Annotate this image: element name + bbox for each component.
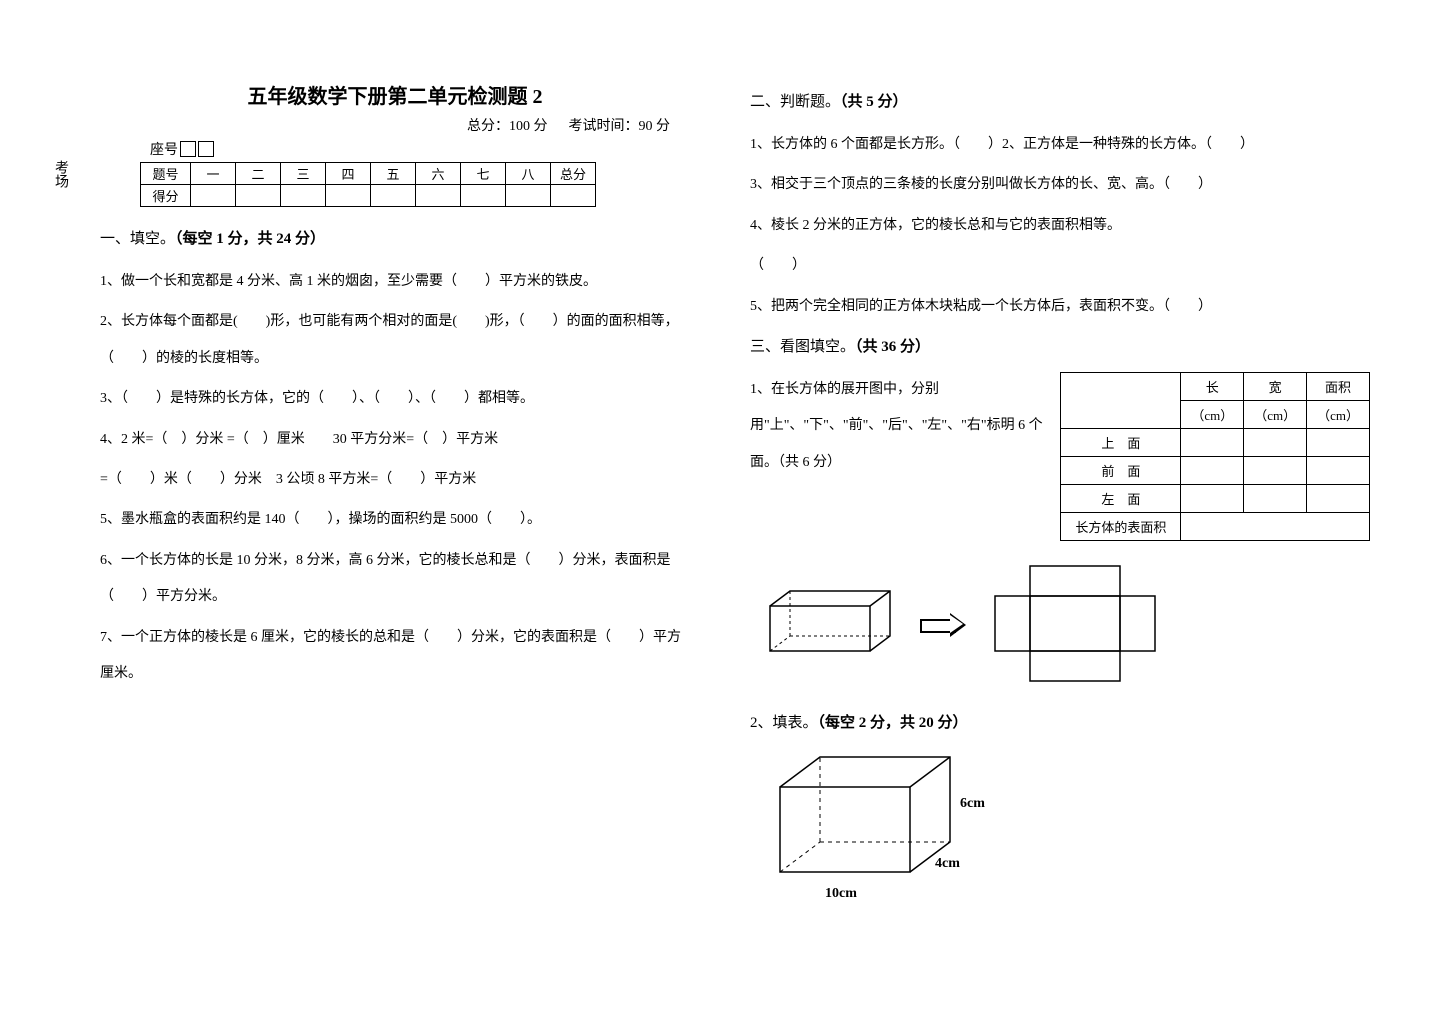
score-col-5: 五 [371, 163, 416, 185]
cuboid-length-label: 10cm [825, 886, 857, 901]
score-cell [236, 185, 281, 207]
right-column: 二、判断题。（共 5 分） 1、长方体的 6 个面都是长方形。（ ）2、正方体是… [720, 80, 1370, 971]
score-cell [461, 185, 506, 207]
section1-q6: 6、一个长方体的长是 10 分米，8 分米，高 6 分米，它的棱长总和是（ ）分… [100, 543, 690, 616]
section1-q4: 4、2 米=（ ）分米 =（ ）厘米 30 平方分米=（ ）平方米 [100, 422, 690, 458]
surface-cell [1244, 484, 1307, 512]
surface-cell [1181, 484, 1244, 512]
cuboid-diagram [760, 586, 900, 666]
net-diagram [990, 561, 1170, 691]
surface-row-front: 前 面 [1061, 456, 1370, 484]
section2-q4-paren: （ ） [750, 248, 1370, 284]
section3-q2-prefix: 2、填表。 [750, 715, 818, 731]
score-col-8: 八 [506, 163, 551, 185]
surface-cell [1307, 456, 1370, 484]
section2-q5: 5、把两个完全相同的正方体木块粘成一个长方体后，表面积不变。（ ） [750, 289, 1370, 325]
surface-header-row: 长 宽 面积 [1061, 372, 1370, 400]
score-col-2: 二 [236, 163, 281, 185]
section1-q1: 1、做一个长和宽都是 4 分米、高 1 米的烟囱，至少需要（ ）平方米的铁皮。 [100, 264, 690, 300]
surface-cell [1181, 456, 1244, 484]
diagram-row [760, 561, 1370, 691]
surface-section: 长 宽 面积 （cm） （cm） （cm） 上 面 前 面 [750, 372, 1370, 541]
score-header-row: 题号 一 二 三 四 五 六 七 八 总分 [141, 163, 596, 185]
score-col-9: 总分 [551, 163, 596, 185]
surface-blank-header [1061, 372, 1181, 428]
left-column: 五年级数学下册第二单元检测题 2 总分：100 分 考试时间：90 分 座号 题… [100, 80, 720, 971]
score-cell [506, 185, 551, 207]
surface-col-length: 长 [1181, 372, 1244, 400]
score-cell [326, 185, 371, 207]
section1-prefix: 一、填空。 [100, 231, 175, 247]
score-value-row: 得分 [141, 185, 596, 207]
section2-prefix: 二、判断题。 [750, 94, 840, 110]
score-table: 题号 一 二 三 四 五 六 七 八 总分 得分 [140, 162, 596, 207]
section2-q4: 4、棱长 2 分米的正方体，它的棱长总和与它的表面积相等。 [750, 208, 1370, 244]
section1-bold: （每空 1 分，共 24 分） [175, 231, 325, 247]
score-col-7: 七 [461, 163, 506, 185]
surface-cell [1244, 428, 1307, 456]
exam-meta: 总分：100 分 考试时间：90 分 [100, 115, 690, 135]
score-header-label: 题号 [141, 163, 191, 185]
seat-row: 座号 [150, 139, 690, 159]
surface-row-left: 左 面 [1061, 484, 1370, 512]
surface-row-front-label: 前 面 [1061, 456, 1181, 484]
arrow-icon [920, 616, 970, 636]
score-col-4: 四 [326, 163, 371, 185]
exam-time-value: 90 分 [639, 119, 671, 134]
surface-cell [1181, 428, 1244, 456]
seat-box-1 [180, 141, 196, 157]
section1-q5: 5、墨水瓶盒的表面积约是 140（ ），操场的面积约是 5000（ ）。 [100, 502, 690, 538]
seat-box-2 [198, 141, 214, 157]
exam-time-label: 考试时间： [569, 119, 639, 134]
surface-unit-width: （cm） [1244, 400, 1307, 428]
exam-room-label: 考场 [40, 80, 100, 971]
surface-total-cell [1181, 512, 1370, 540]
section1-q3: 3、（ ）是特殊的长方体，它的（ ）、（ ）、（ ）都相等。 [100, 381, 690, 417]
score-cell [416, 185, 461, 207]
section2-bold: （共 5 分） [840, 94, 908, 110]
seat-label: 座号 [150, 139, 178, 159]
score-cell [281, 185, 326, 207]
score-col-3: 三 [281, 163, 326, 185]
exam-title: 五年级数学下册第二单元检测题 2 [100, 80, 690, 109]
score-col-1: 一 [191, 163, 236, 185]
surface-cell [1307, 428, 1370, 456]
score-value-label: 得分 [141, 185, 191, 207]
total-score-label: 总分： [467, 119, 509, 134]
section1-q2: 2、长方体每个面都是( )形，也可能有两个相对的面是( )形，（ ）的面的面积相… [100, 304, 690, 377]
score-cell [551, 185, 596, 207]
surface-table: 长 宽 面积 （cm） （cm） （cm） 上 面 前 面 [1060, 372, 1370, 541]
surface-row-left-label: 左 面 [1061, 484, 1181, 512]
surface-unit-area: （cm） [1307, 400, 1370, 428]
section2-q1: 1、长方体的 6 个面都是长方形。（ ）2、正方体是一种特殊的长方体。（ ） [750, 127, 1370, 163]
cuboid-width-label: 4cm [935, 856, 960, 871]
section3-prefix: 三、看图填空。 [750, 339, 855, 355]
surface-col-area: 面积 [1307, 372, 1370, 400]
surface-cell [1307, 484, 1370, 512]
surface-row-top: 上 面 [1061, 428, 1370, 456]
section1-q4b: =（ ）米（ ）分米 3 公顷 8 平方米=（ ）平方米 [100, 462, 690, 498]
section3-bold: （共 36 分） [855, 339, 930, 355]
score-cell [371, 185, 416, 207]
surface-total-row: 长方体的表面积 [1061, 512, 1370, 540]
section2-q3: 3、相交于三个顶点的三条棱的长度分别叫做长方体的长、宽、高。（ ） [750, 167, 1370, 203]
section1-q7: 7、一个正方体的棱长是 6 厘米，它的棱长的总和是（ ）分米，它的表面积是（ ）… [100, 620, 690, 693]
cuboid-height-label: 6cm [960, 796, 985, 811]
section2-heading: 二、判断题。（共 5 分） [750, 90, 1370, 111]
section1-heading: 一、填空。（每空 1 分，共 24 分） [100, 227, 690, 248]
section3-q2-bold: （每空 2 分，共 20 分） [818, 715, 968, 731]
surface-total-label: 长方体的表面积 [1061, 512, 1181, 540]
labeled-cuboid-diagram: 6cm 4cm 10cm [770, 752, 1370, 917]
surface-col-width: 宽 [1244, 372, 1307, 400]
total-score-value: 100 分 [509, 119, 548, 134]
section3-heading: 三、看图填空。（共 36 分） [750, 335, 1370, 356]
score-cell [191, 185, 236, 207]
surface-cell [1244, 456, 1307, 484]
surface-unit-length: （cm） [1181, 400, 1244, 428]
surface-row-top-label: 上 面 [1061, 428, 1181, 456]
section3-q2-heading: 2、填表。（每空 2 分，共 20 分） [750, 711, 1370, 732]
score-col-6: 六 [416, 163, 461, 185]
